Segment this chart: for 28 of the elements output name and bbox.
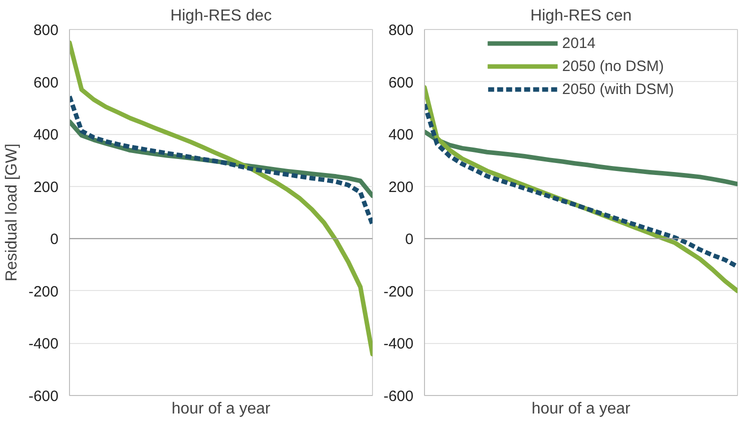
legend-label: 2050 (with DSM) — [562, 80, 674, 98]
legend-label: 2050 (no DSM) — [562, 58, 664, 74]
y-tick-label: 600 — [33, 74, 59, 92]
y-tick-label: -400 — [28, 336, 59, 353]
y-tick-label: 800 — [388, 22, 414, 39]
y-tick-label: -600 — [383, 388, 414, 405]
y-axis-title: Residual load [GW] — [3, 144, 20, 282]
line-series — [424, 102, 738, 269]
y-tick-label: 400 — [388, 126, 414, 144]
y-tick-label: 800 — [33, 22, 59, 39]
line-series — [70, 94, 372, 227]
chart-title: High-RES dec — [170, 8, 272, 24]
y-tick-label: 600 — [388, 74, 414, 92]
line-series — [70, 40, 372, 356]
y-tick-label: -600 — [28, 388, 59, 405]
y-tick-label: -200 — [28, 283, 59, 300]
y-tick-label: -400 — [383, 336, 414, 353]
x-axis-title: hour of a year — [532, 400, 632, 418]
legend-label: 2014 — [562, 34, 596, 52]
y-tick-label: 0 — [50, 231, 58, 248]
y-tick-label: 200 — [33, 178, 59, 196]
x-axis-title: hour of a year — [172, 400, 272, 418]
y-tick-label: 200 — [388, 178, 414, 196]
line-series — [424, 129, 738, 186]
y-tick-label: -200 — [383, 283, 414, 300]
y-tick-label: 400 — [33, 126, 59, 144]
chart-title: High-RES cen — [530, 8, 632, 24]
y-tick-label: 0 — [405, 231, 414, 248]
